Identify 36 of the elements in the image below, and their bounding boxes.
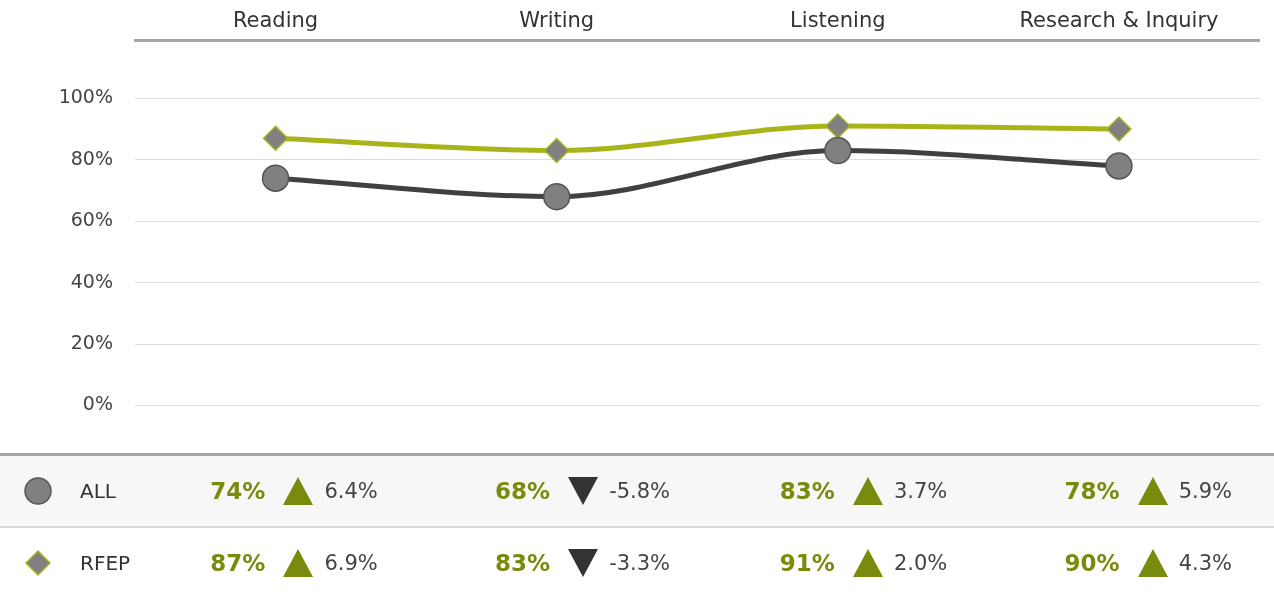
data-label: 68% <box>494 477 551 506</box>
point <box>262 125 289 152</box>
data-label: 87% <box>209 549 266 578</box>
y-tick-label: 40% <box>70 269 113 292</box>
text: -3.3% <box>609 550 671 577</box>
text: 5.9% <box>1178 478 1232 505</box>
x-tick-label: Writing <box>519 7 595 32</box>
text: 6.9% <box>324 550 378 577</box>
x-tick-label: Reading <box>232 7 319 32</box>
text: 3.7% <box>893 478 948 505</box>
point <box>824 136 852 165</box>
y-tick-label: 60% <box>70 208 113 231</box>
y-tick-label: 20% <box>70 330 113 353</box>
data-label: 83% <box>494 549 551 578</box>
data-label: 90% <box>1063 549 1120 578</box>
text: 4.3% <box>1178 550 1232 577</box>
point <box>543 137 570 164</box>
data-label: 83% <box>778 477 835 506</box>
x-tick-label: Listening <box>790 7 886 32</box>
x-tick-label: Research & Inquiry <box>1019 7 1219 32</box>
data-label: 74% <box>209 477 266 506</box>
data-label: 91% <box>778 549 835 578</box>
y-tick-label: 0% <box>82 392 113 415</box>
data-label: 78% <box>1063 477 1120 506</box>
y-tick-label: 100% <box>58 85 113 108</box>
legend-label: ALL <box>80 478 116 505</box>
legend-label: RFEP <box>80 550 131 577</box>
point <box>542 182 571 211</box>
point <box>825 113 851 139</box>
y-tick-label: 80% <box>70 146 113 169</box>
text: 6.4% <box>324 478 378 505</box>
point <box>1105 152 1133 180</box>
text: 2.0% <box>893 550 948 577</box>
point <box>1106 116 1132 142</box>
text: -5.8% <box>609 478 671 505</box>
point <box>261 164 290 192</box>
